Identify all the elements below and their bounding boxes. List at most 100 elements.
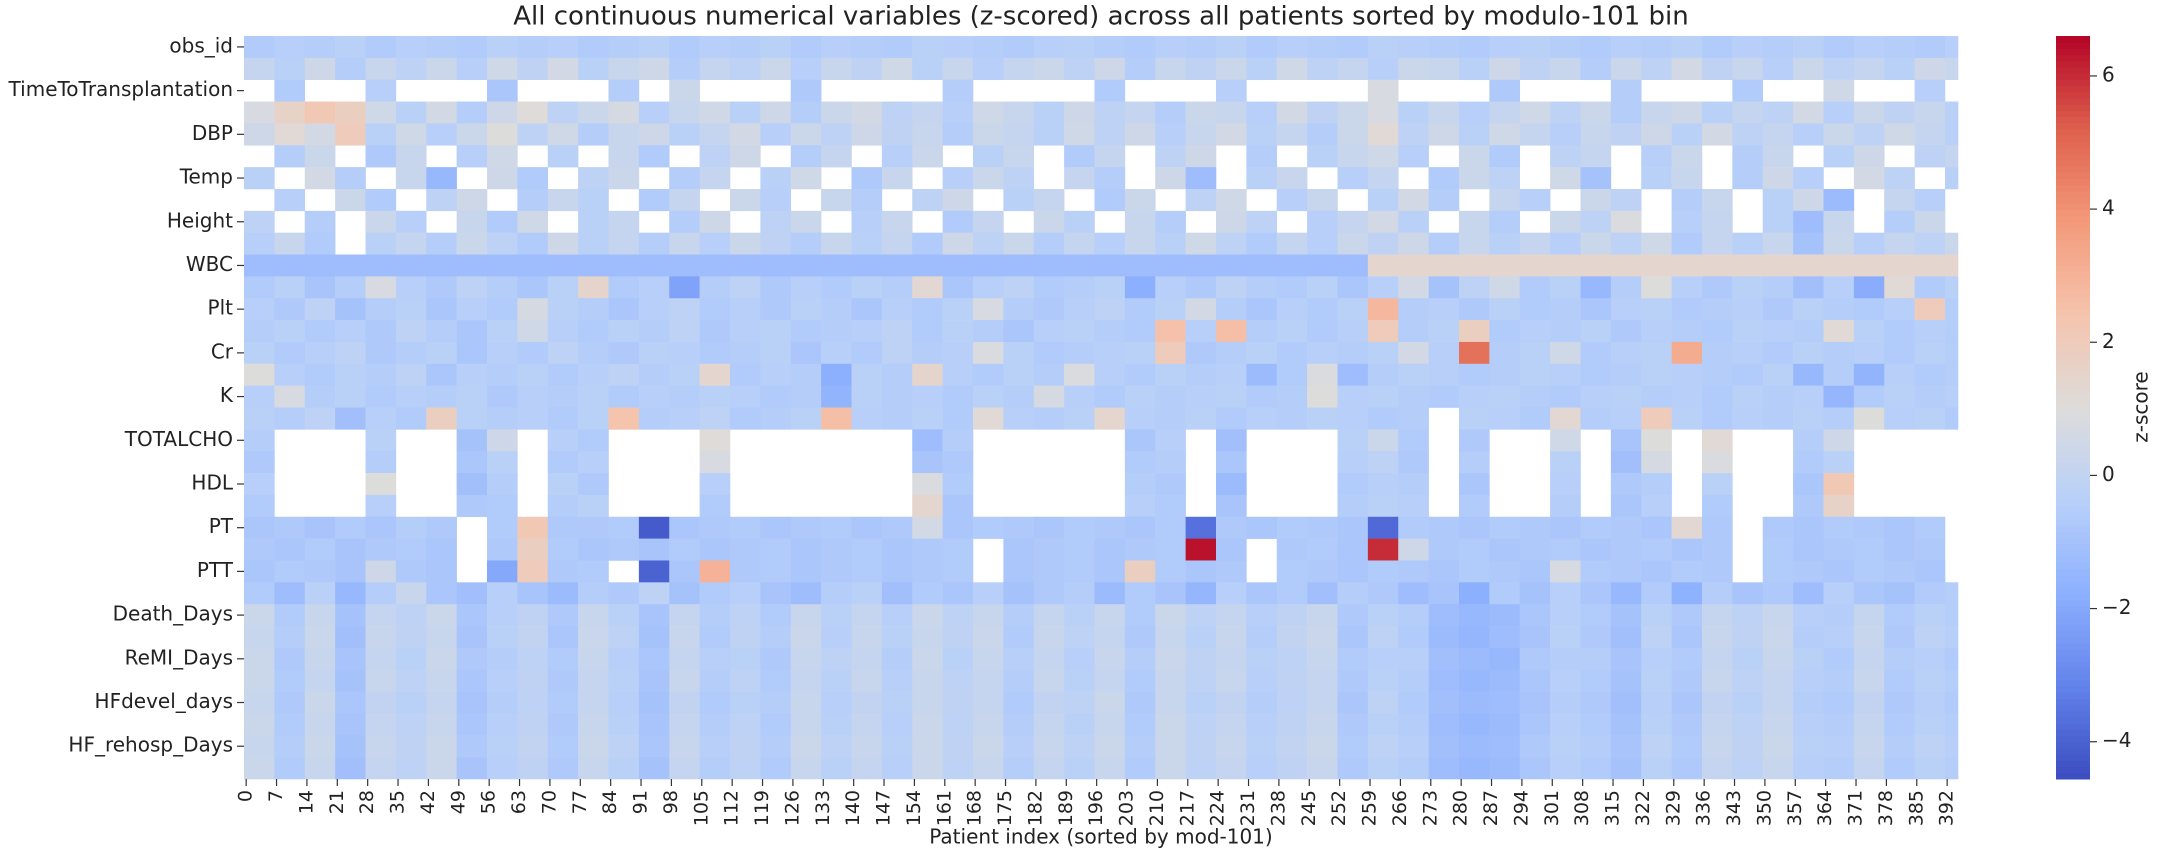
heatmap-cell [942,101,974,124]
heatmap-cell [1853,276,1885,299]
heatmap-cell [1124,757,1156,780]
heatmap-cell [1793,57,1824,81]
heatmap-cell [851,298,883,321]
colorbar-segment [2056,432,2090,439]
heatmap-cell [1519,604,1551,627]
colorbar-tick-label: −4 [2102,728,2131,752]
heatmap-cell [1428,320,1460,343]
heatmap-cell [729,188,761,212]
colorbar-segment [2056,587,2090,594]
heatmap-cell [821,735,852,758]
heatmap-cell [1337,713,1369,736]
heatmap-cell [1853,36,1885,59]
heatmap-cell [1853,647,1885,671]
colorbar-segment [2056,128,2090,136]
heatmap-cell [1398,385,1429,408]
heatmap-cell [942,320,974,343]
colorbar-segment [2056,494,2090,501]
colorbar-segment [2056,178,2090,186]
heatmap-cell [517,582,549,605]
heatmap-cell [1762,516,1794,539]
heatmap-cell [881,123,913,146]
heatmap-cell [456,123,488,146]
heatmap-cell [304,254,336,277]
heatmap-cell [669,560,700,583]
heatmap-cell [1914,385,1946,408]
heatmap-cell [1762,123,1794,146]
y-tick-label: Height [167,208,233,232]
heatmap-cell [1732,341,1764,365]
heatmap-cell [912,341,943,365]
heatmap-cell [972,713,1004,736]
heatmap-cell [1550,669,1581,692]
heatmap-cell [517,101,549,124]
colorbar-segment [2056,159,2090,167]
colorbar-segment [2056,215,2090,223]
heatmap-cell [669,538,700,561]
heatmap-cell [638,626,670,649]
heatmap-cell [1884,123,1915,146]
heatmap-cell [1337,429,1369,452]
heatmap-cell [790,254,822,277]
heatmap-cell [517,407,549,430]
heatmap-cell [1641,407,1672,430]
heatmap-cell [972,647,1004,671]
heatmap-cell [1580,735,1612,758]
heatmap-cell [1307,626,1338,649]
heatmap-cell [1671,188,1703,212]
heatmap-cell [456,276,488,299]
heatmap-cell [335,582,366,605]
heatmap-cell [790,341,822,365]
heatmap-cell [1671,210,1703,233]
heatmap-cell [942,79,974,102]
heatmap-cell [790,560,822,583]
heatmap-cell [244,626,275,649]
heatmap-cell [1124,516,1156,539]
heatmap-cell [1701,538,1733,561]
heatmap-cell [244,429,275,452]
heatmap-cell [1458,298,1490,321]
heatmap-cell [1944,604,1959,627]
heatmap-cell [395,560,427,583]
heatmap-cell [1762,757,1794,780]
heatmap-cell [304,604,336,627]
heatmap-cell [244,57,275,81]
heatmap-cell [335,691,366,714]
heatmap-cell [1246,36,1278,59]
heatmap-cell [1458,626,1490,649]
heatmap-cell [1398,560,1429,583]
heatmap-cell [972,145,1004,168]
heatmap-cell [638,188,670,212]
heatmap-cell [1428,101,1460,124]
heatmap-cell [578,210,609,233]
heatmap-cell [729,560,761,583]
colorbar-segment [2056,605,2090,613]
heatmap-cell [486,320,518,343]
heatmap-cell [1793,538,1824,561]
heatmap-cell [1185,36,1217,59]
heatmap-cell [1489,276,1521,299]
heatmap-cell [760,757,792,780]
heatmap-cell [790,538,822,561]
heatmap-cell [760,407,792,430]
colorbar-segment [2056,407,2090,415]
heatmap-cell [790,647,822,671]
heatmap-cell [1458,254,1490,277]
heatmap-cell [1823,79,1855,102]
heatmap-cell [517,276,549,299]
heatmap-cell [456,188,488,212]
heatmap-cell [1610,669,1642,692]
heatmap-cell [1215,451,1247,474]
heatmap-cell [1793,735,1824,758]
heatmap-cell [1823,188,1855,212]
colorbar-segment [2056,327,2090,334]
heatmap-cell [1155,494,1186,518]
heatmap-cell [1610,626,1642,649]
heatmap-cell [972,101,1004,124]
heatmap-cell [1398,254,1429,277]
heatmap-cell [1003,36,1035,59]
heatmap-cell [1246,385,1278,408]
heatmap-cell [274,669,306,692]
heatmap-cell [669,341,700,365]
heatmap-cell [1914,341,1946,365]
